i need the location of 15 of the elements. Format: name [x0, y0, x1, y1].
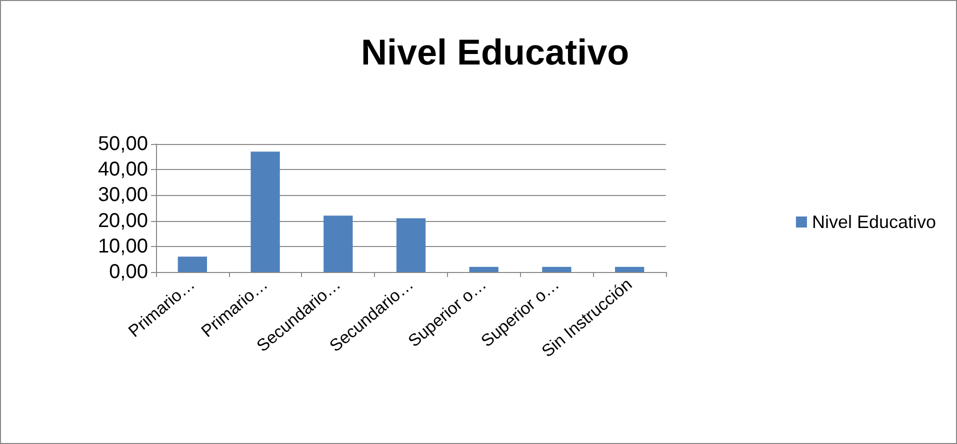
y-tick-label: 50,00 [98, 133, 148, 155]
bar [396, 218, 426, 272]
bar [542, 266, 572, 272]
y-tick-label: 30,00 [98, 184, 148, 206]
bar [250, 152, 280, 272]
y-tick-label: 10,00 [98, 235, 148, 258]
y-tick-label: 0,00 [109, 261, 148, 283]
y-tick-label: 40,00 [98, 158, 148, 181]
bar [178, 256, 207, 272]
bar [615, 266, 644, 272]
chart-title: Nivel Educativo [361, 32, 630, 72]
legend-label: Nivel Educativo [812, 212, 936, 232]
y-tick-label: 20,00 [98, 210, 148, 232]
bar [324, 216, 353, 272]
bar [469, 266, 498, 272]
